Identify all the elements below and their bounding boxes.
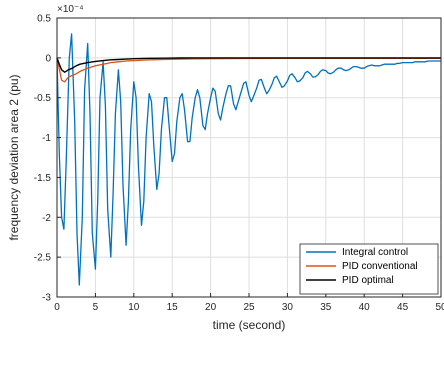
x-tick-label: 15 — [167, 302, 179, 313]
legend-label: Integral control — [342, 247, 408, 258]
y-tick-label: -0.5 — [34, 93, 52, 104]
x-tick-label: 50 — [435, 302, 444, 313]
series-lines — [56, 33, 441, 286]
x-tick-label: 25 — [243, 302, 255, 313]
y-tick-label: 0.5 — [37, 14, 51, 25]
y-tick-label: -3 — [42, 293, 51, 304]
y-tick-label: -1 — [42, 133, 51, 144]
y-tick-label: -1.5 — [34, 173, 52, 184]
legend-label: PID conventional — [342, 261, 418, 272]
y-tick-label: 0 — [45, 53, 51, 64]
x-tick-label: 0 — [54, 302, 60, 313]
ticks: 0 5 10 15 20 25 30 35 40 45 50 0.5 0 -0.5 -1 -1.5 -2 -2.5… — [34, 14, 444, 314]
x-tick-label: 5 — [93, 302, 99, 313]
x-tick-label: 30 — [282, 302, 294, 313]
x-tick-label: 20 — [205, 302, 217, 313]
x-tick-label: 45 — [397, 302, 409, 313]
series-line-integral-control — [56, 33, 441, 286]
y-tick-label: -2 — [42, 213, 51, 224]
x-tick-label: 35 — [320, 302, 332, 313]
y-exponent-label: ×10⁻⁴ — [57, 4, 84, 15]
series-line-pid-optimal — [56, 57, 441, 73]
legend-label: PID optimal — [342, 275, 394, 286]
y-tick-label: -2.5 — [34, 253, 52, 264]
x-axis-label: time (second) — [213, 318, 286, 332]
x-tick-label: 40 — [359, 302, 371, 313]
x-tick-label: 10 — [128, 302, 140, 313]
legend: Integral control PID conventional PID opti… — [299, 243, 439, 295]
y-axis-label: frequency deviation area 2 (pu) — [7, 74, 21, 240]
